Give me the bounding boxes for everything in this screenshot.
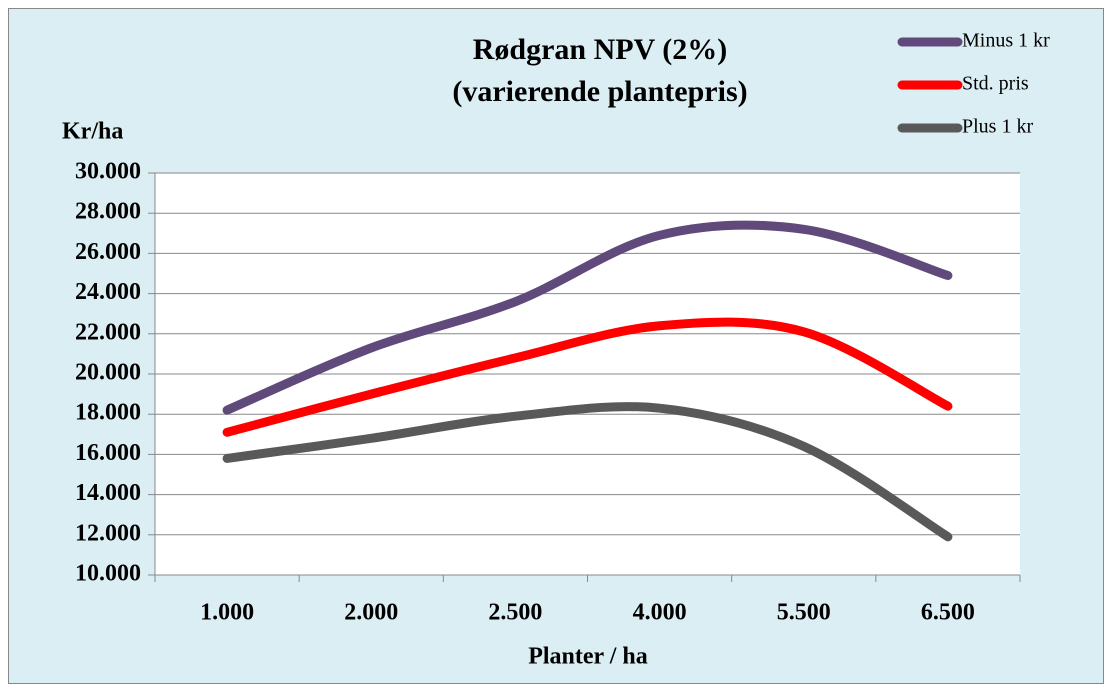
legend-label: Minus 1 kr	[962, 30, 1050, 52]
y-tick-label: 30.000	[75, 159, 141, 185]
series-line	[222, 220, 953, 415]
y-tick-label: 20.000	[75, 360, 141, 386]
y-tick-label: 12.000	[75, 520, 141, 546]
x-tick-label: 4.000	[633, 600, 687, 626]
x-tick-label: 1.000	[200, 600, 254, 626]
y-tick-label: 18.000	[75, 400, 141, 426]
chart-title: Rødgran NPV (2%)	[473, 33, 727, 66]
y-tick-label: 28.000	[75, 199, 141, 225]
y-tick-label: 26.000	[75, 239, 141, 265]
legend-label: Plus 1 kr	[962, 116, 1033, 138]
x-tick-label: 2.000	[344, 600, 398, 626]
x-axis-title: Planter / ha	[528, 644, 648, 670]
y-tick-label: 16.000	[75, 440, 141, 466]
chart-subtitle: (varierende plantepris)	[452, 75, 747, 108]
legend-label: Std. pris	[962, 73, 1029, 95]
y-tick-label: 14.000	[75, 480, 141, 506]
y-axis-title: Kr/ha	[62, 119, 123, 145]
series-line	[222, 402, 953, 542]
series-line	[222, 317, 953, 437]
y-tick-label: 10.000	[75, 561, 141, 587]
x-tick-label: 2.500	[488, 600, 542, 626]
x-tick-label: 5.500	[777, 600, 831, 626]
y-tick-label: 22.000	[75, 319, 141, 345]
x-tick-label: 6.500	[921, 600, 975, 626]
y-tick-label: 24.000	[75, 279, 141, 305]
